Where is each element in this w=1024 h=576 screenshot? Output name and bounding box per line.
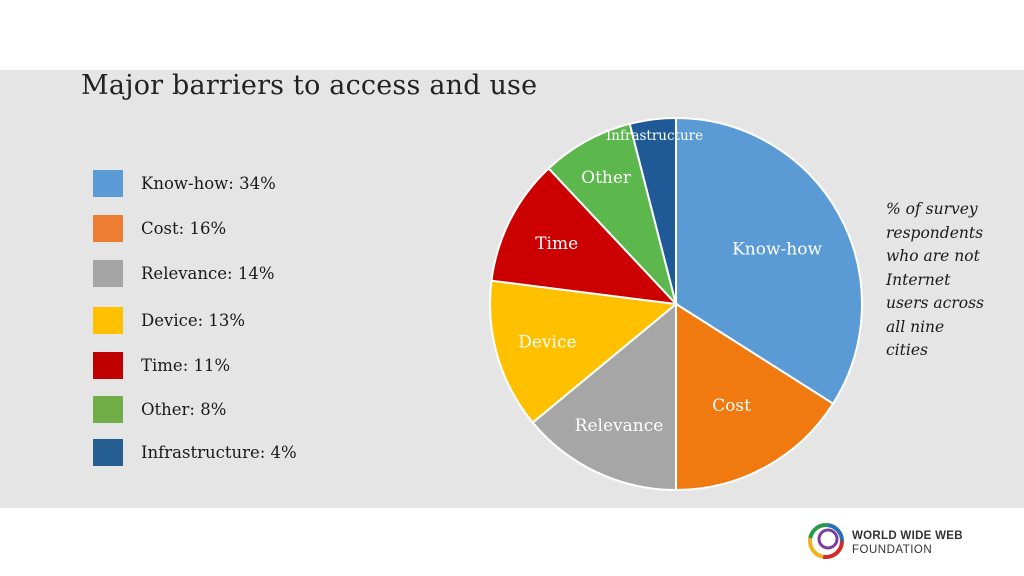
web-foundation-logo-icon [808, 523, 844, 559]
legend-swatch [93, 260, 123, 287]
pie-slice-relevance [531, 301, 677, 492]
pie-slice-time [490, 166, 679, 306]
note-line: % of survey [886, 200, 978, 218]
legend-swatch [93, 170, 123, 197]
note-line: users across [886, 294, 984, 312]
pie-slice-device [489, 279, 679, 424]
slice-label-other: Other [581, 168, 632, 188]
legend-label: Know-how: 34% [141, 174, 276, 193]
pie-slice-infrastructure [628, 116, 677, 305]
legend-label: Cost: 16% [141, 219, 227, 238]
slide-title: Major barriers to access and use [81, 70, 538, 101]
slice-label-device: Device [518, 332, 576, 352]
top-band [0, 0, 1024, 70]
slice-label-know-how: Know-how [732, 239, 822, 259]
legend-swatch [93, 396, 123, 423]
pie-slice-know-how [675, 116, 863, 406]
note-line: all nine [886, 317, 945, 336]
note-line: Internet [886, 270, 951, 289]
legend-label: Infrastructure: 4% [141, 443, 297, 462]
legend-label: Other: 8% [141, 400, 227, 419]
legend-label: Time: 11% [141, 356, 231, 375]
slice-label-relevance: Relevance [575, 416, 664, 436]
legend-label: Relevance: 14% [141, 264, 275, 283]
legend-swatch [93, 215, 123, 242]
logo-line-2: FOUNDATION [852, 544, 933, 556]
slice-label-time: Time [535, 234, 578, 254]
legend-swatch [93, 439, 123, 466]
bottom-band [0, 508, 1024, 576]
note-line: cities [886, 341, 928, 359]
pie-slice-cost [675, 302, 835, 492]
logo-line-1: WORLD WIDE WEB [852, 530, 963, 542]
legend-swatch [93, 307, 123, 334]
logo-text: WORLD WIDE WEB FOUNDATION [852, 529, 963, 557]
legend-label: Device: 13% [141, 311, 246, 330]
legend-swatch [93, 352, 123, 379]
web-foundation-logo: WORLD WIDE WEB FOUNDATION [806, 521, 963, 565]
note-line: who are not [886, 247, 980, 265]
slice-label-infrastructure: Infrastructure [606, 128, 703, 144]
note-line: respondents [886, 223, 984, 242]
slice-label-cost: Cost [712, 396, 751, 416]
pie-slice-other [547, 122, 677, 305]
chart-note: % of survey respondents who are not Inte… [886, 198, 1016, 363]
